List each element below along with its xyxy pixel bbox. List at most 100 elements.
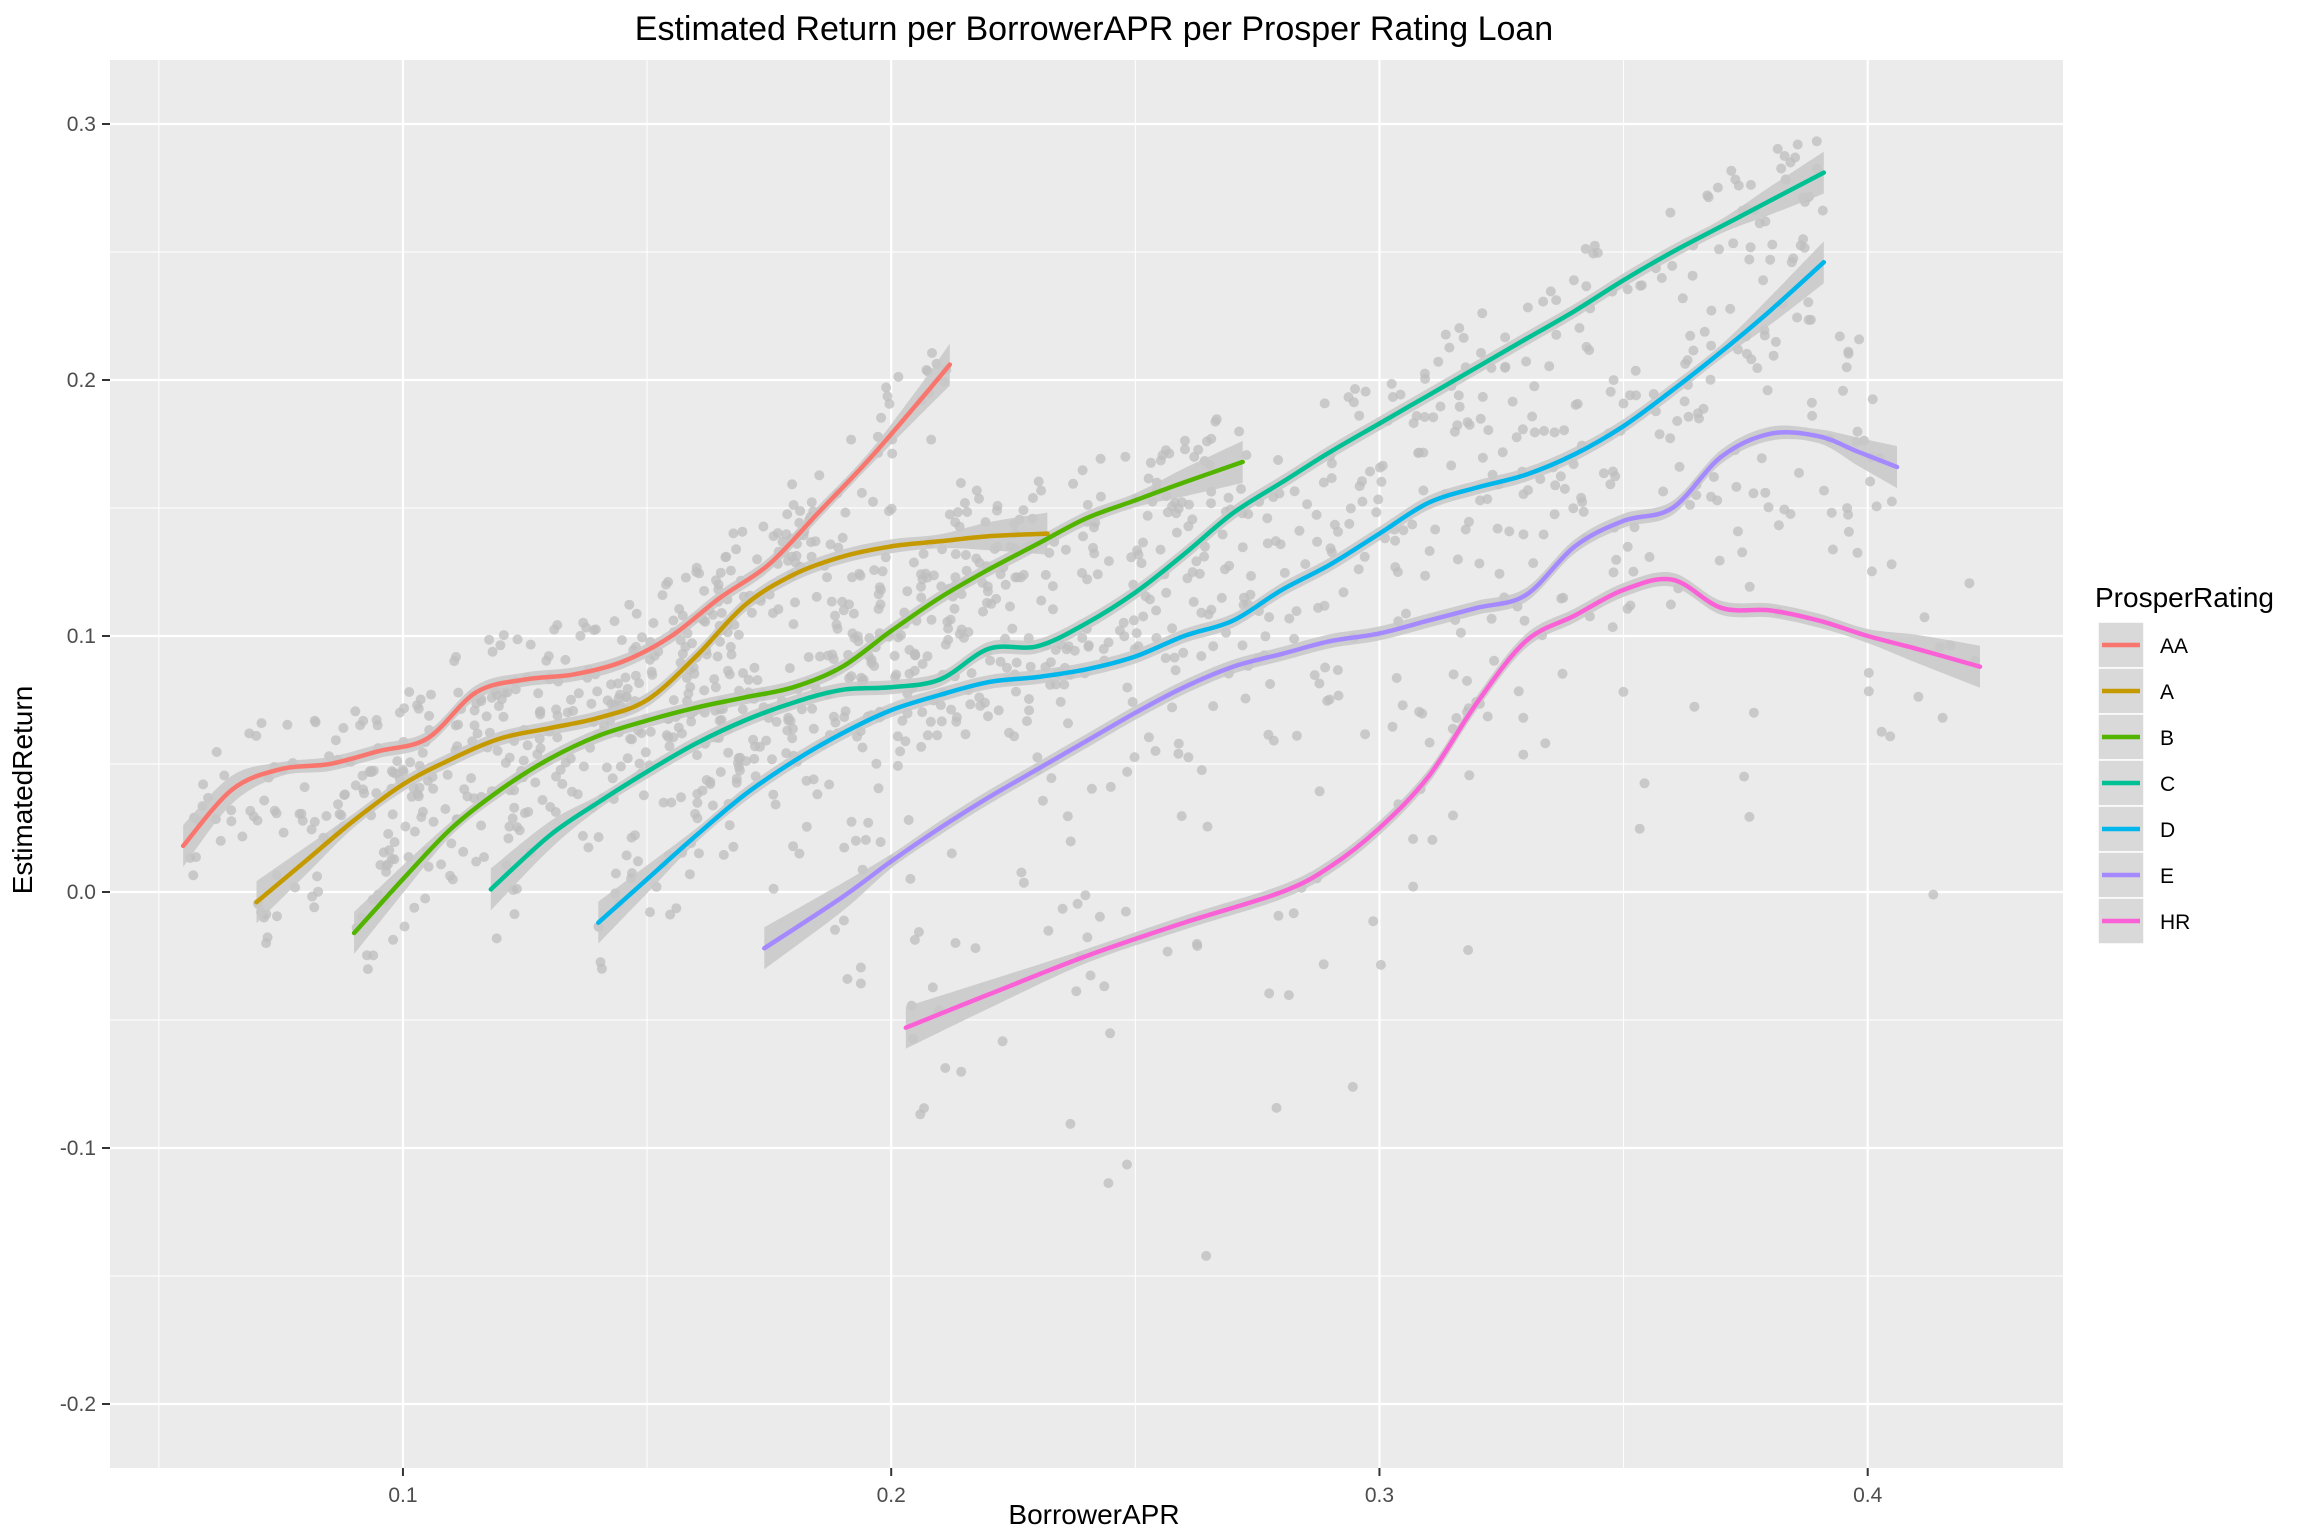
data-point	[886, 503, 897, 514]
data-point	[1318, 959, 1329, 970]
data-point	[1202, 821, 1213, 832]
data-point	[621, 691, 632, 702]
data-point	[1656, 273, 1667, 283]
data-point	[469, 705, 480, 716]
data-point	[333, 799, 343, 810]
data-point	[1568, 275, 1579, 286]
data-point	[1024, 705, 1035, 716]
chart-title: Estimated Return per BorrowerAPR per Pro…	[635, 10, 1553, 48]
data-point	[1032, 752, 1043, 763]
data-point	[620, 672, 631, 683]
data-point	[1682, 355, 1693, 366]
data-point	[400, 821, 411, 832]
data-point	[1418, 485, 1429, 496]
data-point	[551, 771, 561, 782]
data-point	[466, 773, 477, 784]
data-point	[693, 848, 704, 859]
data-point	[770, 799, 781, 810]
data-point	[1376, 476, 1387, 487]
data-point	[944, 509, 955, 520]
data-point	[690, 808, 701, 819]
data-point	[677, 648, 688, 659]
data-point	[188, 870, 199, 881]
data-point	[1098, 644, 1109, 654]
data-point	[622, 683, 633, 694]
data-point	[844, 599, 854, 610]
data-point	[383, 828, 394, 839]
data-point	[1634, 823, 1645, 834]
data-point	[1756, 453, 1767, 464]
data-point	[1511, 432, 1522, 443]
data-point	[842, 974, 853, 984]
data-point	[1291, 730, 1302, 741]
data-point	[855, 570, 866, 581]
data-point	[251, 730, 262, 741]
data-point	[409, 826, 420, 837]
data-point	[822, 650, 833, 661]
data-point	[685, 682, 696, 692]
data-point	[1427, 834, 1438, 845]
data-point	[645, 726, 656, 737]
data-point	[1194, 568, 1205, 579]
data-point	[1489, 655, 1500, 666]
smooth-line-e	[762, 430, 1900, 951]
data-point	[256, 718, 267, 729]
data-point	[723, 747, 734, 758]
data-point	[1395, 389, 1406, 400]
data-point	[946, 704, 957, 715]
data-point	[1145, 457, 1156, 468]
data-point	[807, 703, 818, 714]
data-point	[1776, 163, 1787, 174]
data-point	[830, 924, 840, 935]
data-point	[417, 806, 428, 817]
data-point	[1549, 509, 1560, 520]
data-point	[830, 610, 840, 621]
data-point	[1731, 481, 1742, 492]
data-point	[575, 630, 586, 641]
data-point	[1454, 401, 1465, 412]
data-point	[601, 762, 612, 773]
data-point	[1059, 679, 1070, 690]
data-point	[884, 398, 895, 409]
data-point	[1311, 509, 1322, 520]
data-point	[1762, 385, 1773, 396]
data-point	[826, 596, 837, 607]
data-point	[1463, 516, 1474, 527]
data-point	[849, 633, 860, 643]
data-point	[1028, 493, 1038, 503]
data-point	[503, 833, 514, 844]
data-point	[1347, 1081, 1358, 1092]
data-point	[1354, 410, 1365, 421]
data-point	[691, 562, 702, 573]
data-point	[810, 536, 821, 547]
data-point	[593, 832, 604, 843]
data-point	[1408, 881, 1419, 892]
data-point	[1708, 472, 1719, 482]
data-point	[1523, 485, 1533, 496]
data-point	[1375, 959, 1386, 970]
data-point	[728, 528, 739, 539]
data-point	[715, 767, 726, 777]
y-tick-label: -0.2	[60, 1393, 96, 1416]
data-point	[1581, 281, 1592, 292]
data-point	[530, 777, 541, 788]
data-point	[788, 500, 799, 510]
data-point	[1065, 1118, 1076, 1129]
data-point	[1430, 524, 1441, 535]
data-point	[749, 662, 760, 673]
ribbon-hr	[905, 571, 1980, 1049]
data-point	[1164, 448, 1175, 459]
data-point	[1518, 529, 1529, 540]
data-point	[1018, 569, 1029, 580]
data-point	[1150, 746, 1161, 756]
data-point	[1128, 615, 1139, 626]
data-point	[1206, 498, 1216, 509]
data-point	[1522, 302, 1533, 313]
data-point	[1368, 916, 1379, 927]
y-tick-label: 0.0	[67, 881, 96, 904]
data-point	[803, 652, 814, 663]
data-point	[1578, 506, 1589, 517]
data-point	[647, 669, 658, 680]
data-point	[1658, 486, 1669, 497]
